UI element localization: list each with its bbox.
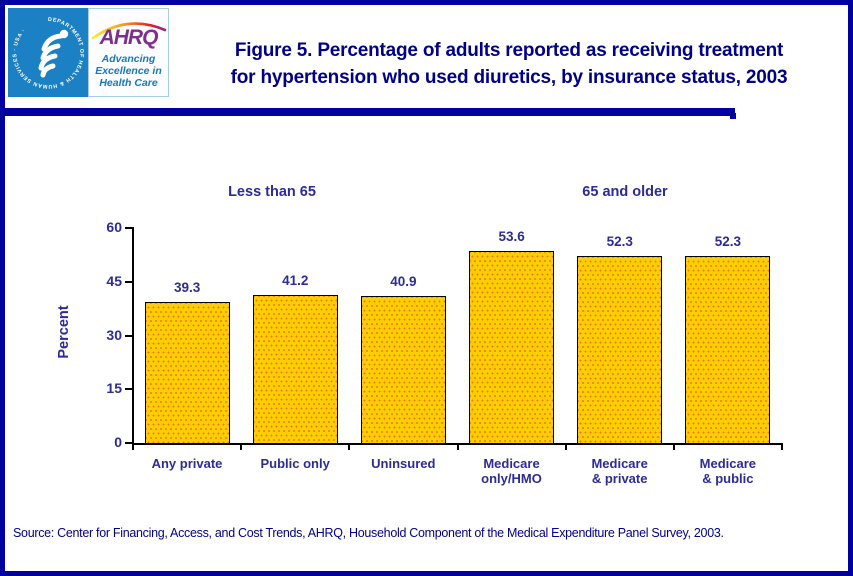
x-axis-category-label: Medicare & private: [566, 456, 674, 486]
ahrq-swoosh-icon: [91, 22, 167, 40]
ahrq-tagline: Advancing Excellence in Health Care: [89, 53, 168, 89]
x-axis-tick: [132, 443, 134, 450]
header-divider-rule: [5, 108, 735, 116]
x-axis-category-label-line: Medicare: [699, 456, 757, 471]
x-axis-tick: [672, 443, 675, 450]
ahrq-tagline-line: Health Care: [99, 77, 158, 89]
x-axis-tick: [456, 443, 459, 450]
x-axis-category-label-line: only/HMO: [481, 471, 542, 486]
bar-chart: Less than 65 65 and older Percent 0 15 30 4…: [56, 184, 783, 486]
y-axis-tick: [125, 280, 133, 283]
figure-title: Figure 5. Percentage of adults reported …: [175, 37, 843, 91]
bar-uninsured: [360, 296, 446, 443]
group-label-under-65: Less than 65: [228, 184, 316, 200]
x-axis-category-label-line: Medicare: [483, 456, 540, 471]
ahrq-logo: AHRQ Advancing Excellence in Health Care: [88, 8, 169, 97]
group-label-65-older: 65 and older: [582, 184, 668, 200]
x-axis-category-label-line: Uninsured: [371, 456, 436, 471]
bar-medicare-public: [685, 255, 771, 443]
y-axis-tick-label: 45: [106, 272, 122, 289]
x-axis-tick: [240, 443, 243, 450]
x-axis-tick: [348, 443, 351, 450]
y-axis-tick: [125, 227, 133, 229]
x-axis-category-label: Medicare & public: [674, 456, 782, 486]
x-axis-category-label: Uninsured: [349, 456, 457, 471]
x-axis-category-label-line: & private: [591, 471, 648, 486]
x-axis-category-label-line: Any private: [151, 456, 223, 471]
x-axis-category-label: Any private: [133, 456, 241, 471]
bar-anyprivate: [144, 302, 230, 443]
ahrq-tagline-line: Excellence in: [95, 65, 162, 77]
y-axis-tick-label: 60: [106, 219, 122, 235]
x-axis-category-label-line: & public: [702, 471, 754, 486]
x-axis-category-label-line: Medicare: [591, 456, 648, 471]
bar-value-label: 39.3: [173, 280, 201, 296]
ahrq-tagline-line: Advancing: [101, 53, 156, 65]
bar-medicare-onlyhmo: [469, 250, 555, 443]
bar-value-label: 40.9: [390, 274, 417, 290]
y-axis-tick-label: 0: [114, 434, 122, 450]
x-axis-category-label-line: Public only: [260, 456, 330, 471]
y-axis-tick: [125, 442, 133, 444]
source-note: Source: Center for Financing, Access, an…: [13, 526, 724, 540]
hhs-seal-icon: DEPARTMENT OF HEALTH & HUMAN SERVICES · …: [8, 8, 88, 97]
y-axis-tick: [125, 334, 133, 337]
x-axis-tick: [781, 443, 783, 450]
hhs-ahrq-logo: DEPARTMENT OF HEALTH & HUMAN SERVICES · …: [8, 8, 169, 97]
ahrq-wordmark: AHRQ: [99, 26, 159, 49]
bar-publiconly: [252, 295, 338, 443]
bar-value-label: 53.6: [498, 228, 525, 244]
x-axis-tick: [564, 443, 567, 450]
bar-value-label: 41.2: [282, 273, 309, 289]
figure-title-line-2: for hypertension who used diuretics, by …: [230, 67, 788, 88]
y-axis-title: Percent: [56, 305, 72, 359]
x-axis-category-label: Medicare only/HMO: [458, 456, 566, 486]
y-axis-tick-label: 15: [106, 380, 122, 397]
x-axis-category-label: Public only: [241, 456, 349, 471]
bar-value-label: 52.3: [606, 233, 633, 249]
hhs-eagle-glyph: [38, 29, 69, 78]
header-divider-rule-notch: [730, 113, 736, 119]
figure-title-line-1: Figure 5. Percentage of adults reported …: [234, 40, 784, 61]
y-axis-tick: [125, 388, 133, 391]
bar-medicare-private: [577, 255, 663, 443]
bar-value-label: 52.3: [714, 233, 742, 249]
y-axis-tick-label: 30: [106, 326, 122, 343]
